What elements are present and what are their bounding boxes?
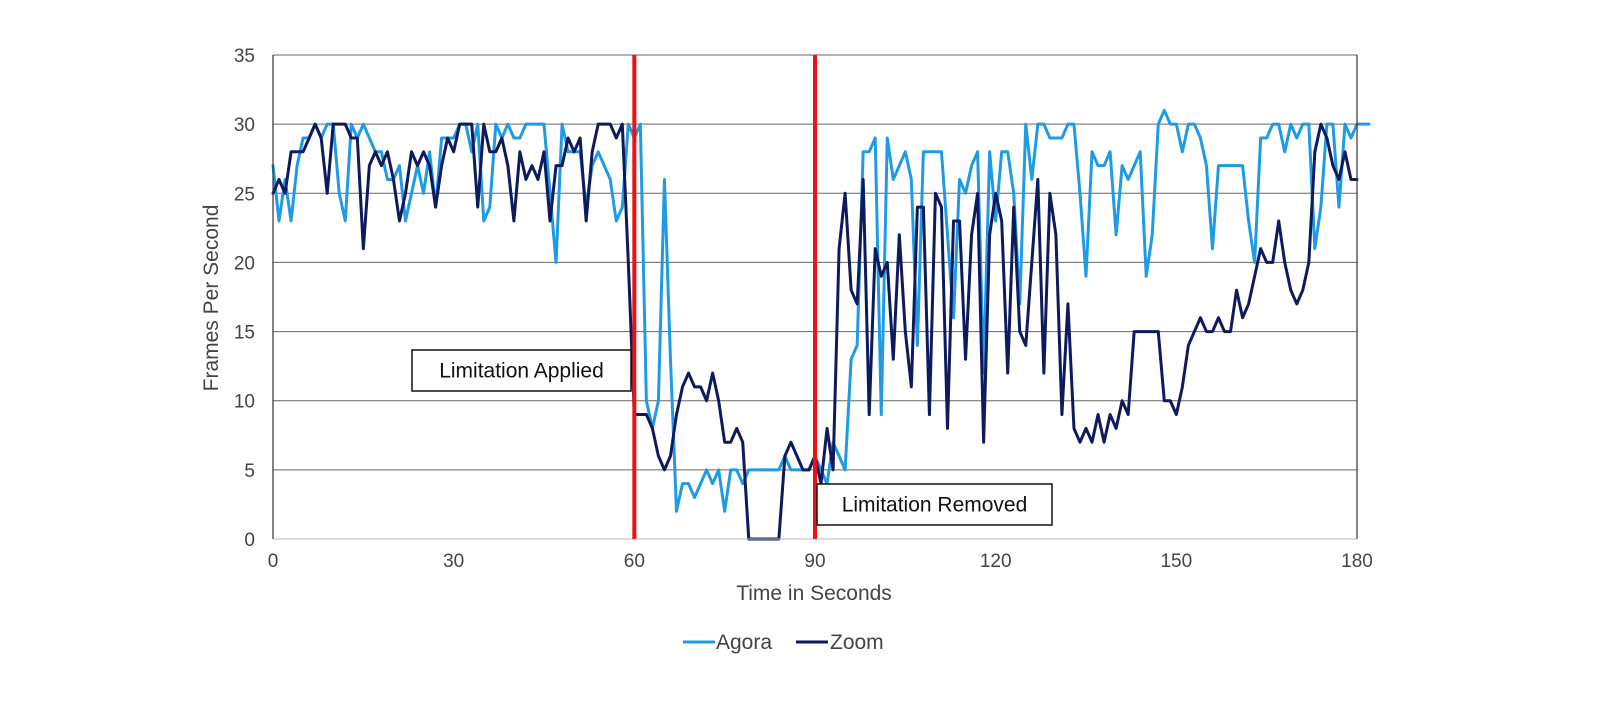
annotations: Limitation Applied Limitation Removed [411,55,1053,539]
x-tick-label: 150 [1160,551,1192,572]
series-lines [271,108,1371,541]
x-axis-title: Time in Seconds [736,582,892,605]
y-tick-label: 25 [234,184,255,205]
x-tick-label: 30 [443,551,464,572]
y-tick-label: 5 [244,461,255,482]
y-tick-label: 35 [234,46,255,67]
legend: Agora Zoom [683,631,884,654]
annotation-label-2: Limitation Removed [842,494,1028,517]
annotation-box-1 [411,349,632,392]
x-tick-label: 90 [804,551,825,572]
y-axis-title: Frames Per Second [200,205,223,392]
y-tick-label: 20 [234,253,255,274]
x-tick-label: 120 [980,551,1012,572]
x-tick-label: 180 [1341,551,1373,572]
y-tick-label: 15 [234,323,255,344]
axes: 0 5 10 15 20 25 30 35 0 30 60 90 120 150 180 [234,46,1373,572]
annotation-box-2 [816,483,1053,526]
y-tick-label: 0 [244,530,255,551]
annotation-label-1: Limitation Applied [439,360,604,383]
legend-label-agora: Agora [716,631,772,654]
y-tick-label: 30 [234,115,255,136]
x-tick-label: 0 [268,551,279,572]
series-line-agora [271,108,1371,513]
legend-label-zoom: Zoom [830,631,884,654]
y-tick-label: 10 [234,392,255,413]
x-tick-label: 60 [624,551,645,572]
